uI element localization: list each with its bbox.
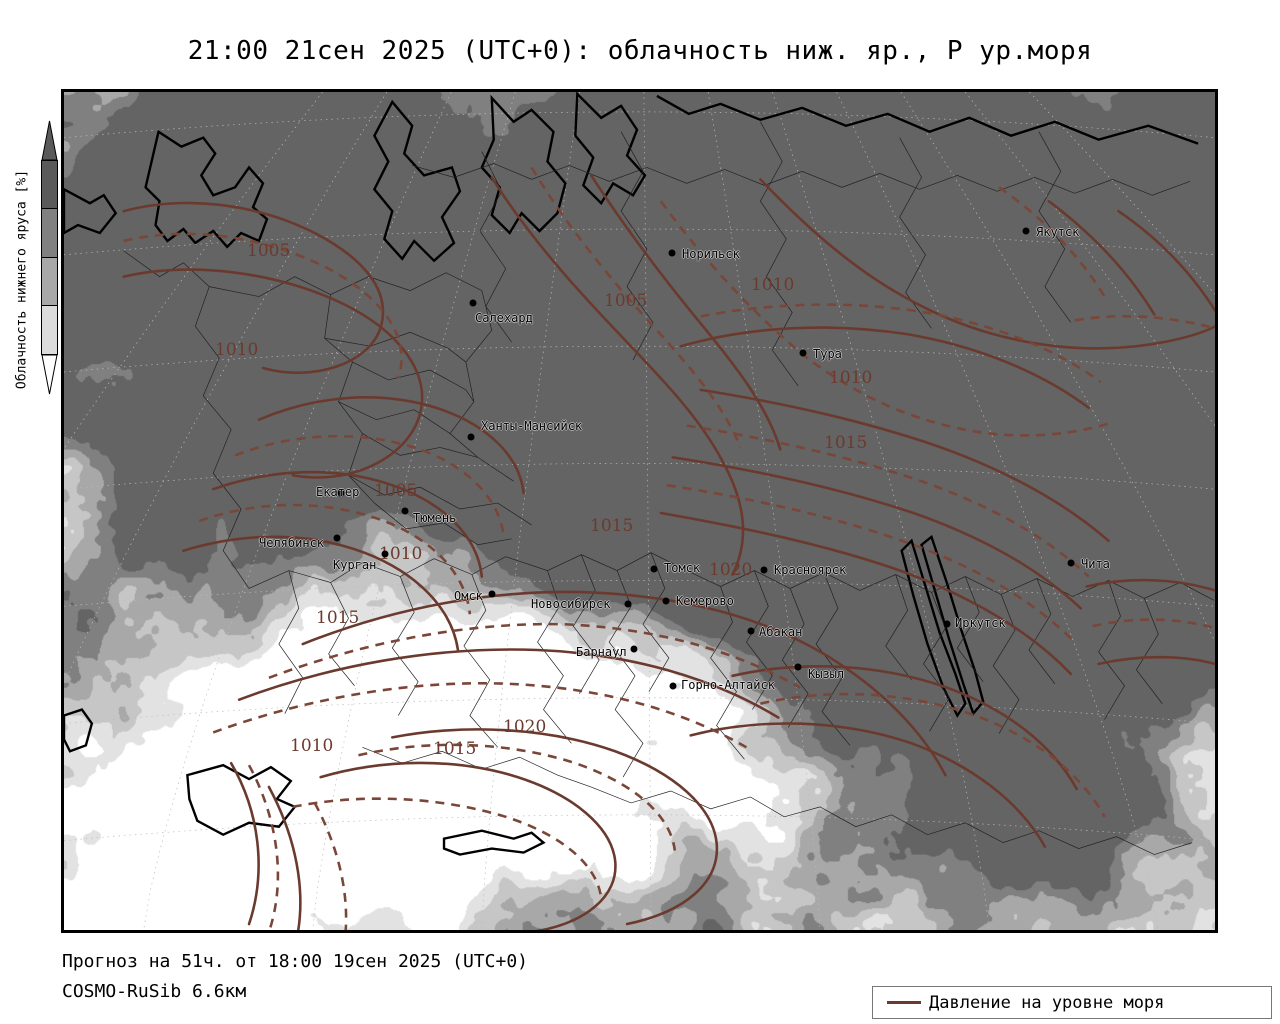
isobar-value-label: 1010: [290, 736, 334, 756]
legend-label: Давление на уровне моря: [929, 992, 1165, 1013]
city-marker[interactable]: [760, 566, 768, 574]
city-marker[interactable]: [333, 534, 341, 542]
city-marker[interactable]: [794, 663, 802, 671]
city-label: Красноярск: [774, 563, 847, 577]
pressure-line-swatch: [887, 1001, 921, 1004]
city-marker[interactable]: [1022, 227, 1030, 235]
city-label: Чита: [1081, 557, 1110, 571]
isobar-value-label: 1020: [503, 717, 547, 737]
city-marker[interactable]: [669, 682, 677, 690]
colorbar-segment-50: [42, 257, 57, 306]
city-marker[interactable]: [662, 597, 670, 605]
city-marker[interactable]: [650, 565, 658, 573]
isobar-value-label: 1010: [829, 368, 873, 388]
city-marker[interactable]: [624, 600, 632, 608]
city-label: Новосибирск: [531, 597, 611, 611]
sea-level-pressure-isobars: [122, 174, 1215, 930]
colorbar-scale: [41, 160, 58, 355]
legend: Давление на уровне моря: [872, 986, 1272, 1019]
city-label: Тура: [813, 347, 842, 361]
city-label: Екатер: [316, 485, 360, 499]
isobar-value-label: 1005: [374, 481, 418, 501]
city-marker[interactable]: [469, 299, 477, 307]
colorbar-axis-label: Облачность нижнего яруса [%]: [14, 169, 30, 390]
weather-map[interactable]: Якутск Норильск Салехард Тура Ханты-Мансийск…: [61, 89, 1218, 933]
city-marker[interactable]: [630, 645, 638, 653]
city-label: Абакан: [759, 625, 803, 639]
city-label: Якутск: [1036, 225, 1080, 239]
city-label: Омск: [454, 589, 483, 603]
city-label: Томск: [664, 561, 701, 575]
city-marker[interactable]: [337, 489, 345, 497]
page-title: 21:00 21сен 2025 (UTC+0): облачность ниж…: [187, 36, 1093, 66]
city-label: Кемерово: [676, 594, 734, 608]
map-vector-overlay: [64, 92, 1215, 930]
city-label: Челябинск: [259, 536, 325, 550]
isobar-value-label: 1015: [824, 433, 868, 453]
city-label: Иркутск: [955, 616, 1006, 630]
city-marker[interactable]: [1067, 559, 1075, 567]
city-marker[interactable]: [943, 620, 951, 628]
isobar-value-label: 1010: [215, 340, 259, 360]
isobar-value-label: 1010: [379, 544, 423, 564]
isobar-value-label: 1005: [604, 291, 648, 311]
isobar-value-label: 1015: [590, 516, 634, 536]
sea-level-pressure-isobars-dashed: [123, 166, 1215, 930]
colorbar-bottom-arrow-icon: [41, 354, 58, 395]
isobar-value-label: 1010: [751, 275, 795, 295]
city-label: Норильск: [682, 247, 740, 261]
forecast-info: Прогноз на 51ч. от 18:00 19сен 2025 (UTC…: [62, 947, 528, 1007]
isobar-value-label: 1015: [433, 739, 477, 759]
colorbar-top-arrow-icon: [41, 120, 58, 161]
city-label: Тюмень: [413, 511, 457, 525]
city-marker[interactable]: [401, 507, 409, 515]
city-marker[interactable]: [467, 433, 475, 441]
colorbar-segment-30: [42, 305, 57, 354]
city-label: Барнаул: [576, 645, 627, 659]
city-marker[interactable]: [381, 550, 389, 558]
isobar-value-label: 1015: [316, 608, 360, 628]
city-label: Ханты-Мансийск: [481, 419, 583, 433]
city-label: Горно-Алтайск: [681, 678, 775, 692]
city-label: Салехард: [475, 311, 533, 325]
colorbar-segment-70: [42, 209, 57, 258]
city-marker[interactable]: [799, 349, 807, 357]
coastline-borders: [64, 92, 1199, 856]
city-marker[interactable]: [668, 249, 676, 257]
forecast-line-2: COSMO-RuSib 6.6км: [62, 981, 247, 1002]
isobar-value-label: 1005: [247, 241, 291, 261]
colorbar-segment-90: [42, 161, 57, 210]
isobar-value-label: 1020: [709, 560, 753, 580]
forecast-line-1: Прогноз на 51ч. от 18:00 19сен 2025 (UTC…: [62, 951, 528, 972]
city-label: Кызыл: [808, 667, 845, 681]
city-marker[interactable]: [488, 590, 496, 598]
city-marker[interactable]: [747, 627, 755, 635]
city-label: Курган: [333, 558, 377, 572]
